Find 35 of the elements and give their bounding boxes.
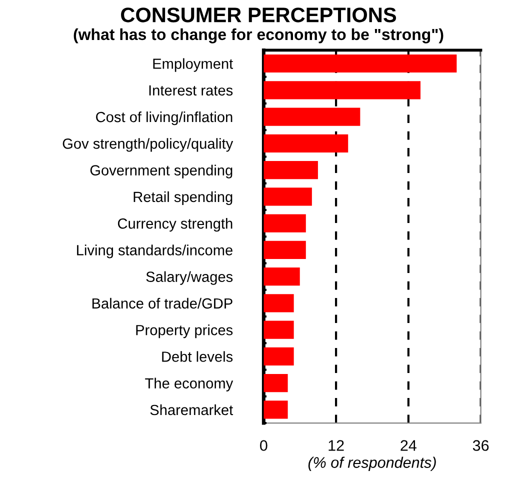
bar [264, 400, 288, 419]
bar [264, 108, 360, 126]
y-tick-label: Retail spending [134, 191, 232, 205]
y-tick-label: Sharemarket [150, 404, 234, 416]
bar [264, 374, 288, 392]
y-tick-label: Employment [153, 58, 234, 72]
bar [264, 214, 306, 232]
bar [264, 54, 457, 73]
bar [264, 240, 306, 259]
bar [264, 188, 312, 206]
y-tick-label: Property prices [136, 324, 233, 338]
x-tick-label: 24 [400, 440, 416, 451]
y-tick-label: Salary/wages [146, 271, 233, 285]
y-tick-label: Interest rates [149, 85, 233, 96]
y-tick-label: Currency strength [118, 218, 232, 232]
chart-title: CONSUMER PERCEPTIONS [121, 8, 396, 22]
bar [264, 294, 294, 312]
y-tick-label: The economy [145, 378, 234, 392]
x-axis-title: (% of respondents) [308, 456, 436, 471]
bar [264, 81, 420, 100]
y-tick-label: Gov strength/policy/quality [62, 138, 234, 152]
y-tick-label: Government spending [90, 164, 232, 178]
bar [264, 268, 300, 286]
y-tick-label: Cost of living/inflation [96, 111, 232, 126]
bar [264, 134, 348, 152]
y-tick-label: Living standards/income [77, 244, 232, 258]
y-tick-label: Balance of trade/GDP [92, 298, 232, 309]
x-tick-label: 12 [328, 440, 344, 451]
x-tick-label: 36 [472, 440, 489, 451]
chart-subtitle: (what has to change for economy to be "strong") [74, 28, 444, 44]
bar [264, 347, 294, 366]
x-tick-label: 0 [260, 440, 268, 451]
y-tick-label: Debt levels [162, 351, 233, 362]
bar [264, 320, 294, 339]
bar [264, 160, 318, 180]
